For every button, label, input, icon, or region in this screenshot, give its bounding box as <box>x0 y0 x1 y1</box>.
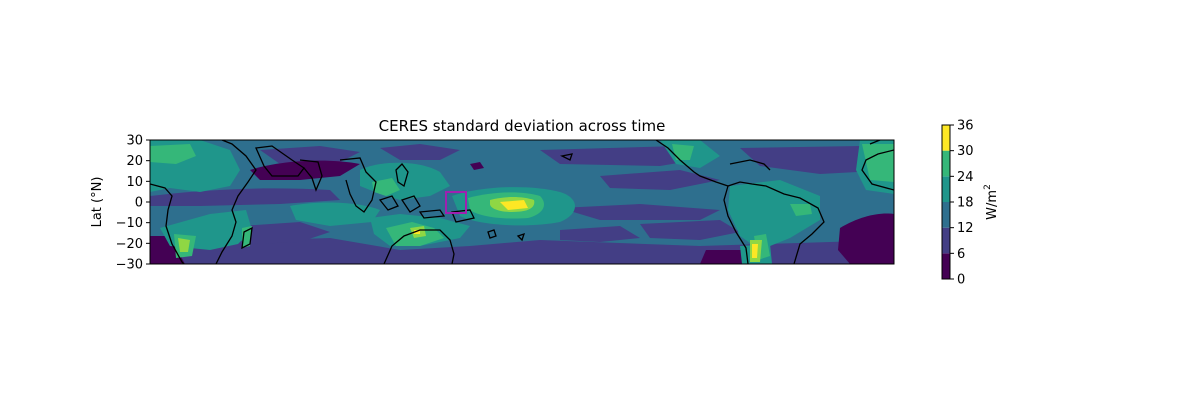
colorbar-tick-label: 6 <box>957 247 965 262</box>
colorbar-segment <box>942 227 950 254</box>
y-tick-label: 10 <box>126 175 143 190</box>
contour-level-0-6 <box>150 160 894 264</box>
colorbar-segment <box>942 125 950 151</box>
map-plot-area <box>150 140 894 264</box>
y-tick-label: 30 <box>126 134 143 149</box>
colorbar-tick-label: 30 <box>957 144 974 159</box>
colorbar: 0 6 12 18 24 30 36 <box>941 119 974 288</box>
y-axis-label: Lat (°N) <box>90 177 105 228</box>
colorbar-tick-label: 0 <box>957 273 965 288</box>
colorbar-tick-label: 12 <box>957 221 974 236</box>
coastlines <box>150 140 894 264</box>
chart-title: CERES standard deviation across time <box>379 117 666 135</box>
colorbar-label: W/m2 <box>983 184 1000 220</box>
colorbar-segment <box>942 176 950 202</box>
y-tick-label: −30 <box>116 258 143 273</box>
colorbar-segment <box>942 253 950 279</box>
y-tick-label: −10 <box>116 216 143 231</box>
colorbar-segment <box>942 150 950 177</box>
colorbar-tick-label: 36 <box>957 119 974 134</box>
region-highlight-box <box>445 191 467 214</box>
y-tick-label: 20 <box>126 154 143 169</box>
y-tick-label: 0 <box>135 196 143 211</box>
colorbar-tick-label: 24 <box>957 170 974 185</box>
y-axis: 30 20 10 0 −10 −20 −30 <box>116 134 150 273</box>
colorbar-tick-label: 18 <box>957 196 974 211</box>
y-tick-label: −20 <box>116 237 143 252</box>
colorbar-segment <box>942 202 950 228</box>
